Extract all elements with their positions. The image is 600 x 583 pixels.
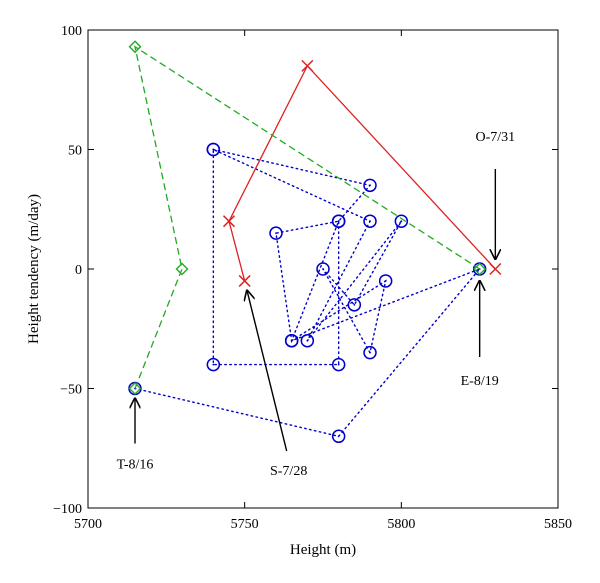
data-point-circle [284,333,299,348]
y-tick-label: 0 [75,263,82,278]
data-point-circle [363,178,377,193]
data-point-diamond [473,262,487,276]
data-point-circle [269,226,283,240]
x-tick-label: 5800 [387,517,415,532]
y-axis-title: Height tendency (m/day) [26,194,42,344]
data-point-center [384,280,387,282]
x-tick-label: 5700 [74,517,102,532]
series-line [134,148,482,438]
data-point-circle [347,298,362,312]
data-point-center [369,220,371,223]
data-point-circle [300,333,315,348]
data-point-circle [331,214,346,228]
data-point-center [212,363,215,366]
data-point-center [306,339,309,342]
data-point-x [222,215,236,228]
y-tick-label: 100 [61,24,82,39]
y-tick-label: 50 [68,144,82,159]
data-point-center [322,268,324,270]
data-point-center [400,220,403,223]
data-point-circle [394,214,409,228]
series-line [134,45,481,389]
series-line [228,64,496,282]
data-point-center [337,220,340,223]
data-point-circle [331,357,346,372]
data-point-center [337,363,340,366]
data-point-center [353,303,356,306]
annotations-group: O-7/31 E-8/19 S-7/28 T-8/16 [117,130,516,479]
annotation-label: O-7/31 [475,130,515,145]
data-point-x [301,59,314,72]
x-axis-title: Height (m) [290,542,356,558]
series-group [128,40,502,444]
data-point-center [337,435,340,438]
x-tick-label: 5850 [544,517,572,532]
annotation-label: T-8/16 [117,458,154,473]
annotation-label: E-8/19 [461,374,499,389]
data-point-center [369,351,371,354]
data-point-circle [331,429,346,444]
annotation-label: S-7/28 [270,464,307,479]
data-point-circle [363,214,377,228]
data-point-center [275,232,277,235]
data-point-circle [363,345,377,360]
x-tick-label: 5750 [231,517,259,532]
axis-ticks-group: 5700 5750 5800 5850 −100 −50 0 50 100 [53,24,572,532]
data-point-circle [316,262,330,276]
data-point-diamond [128,40,142,54]
data-point-center [212,148,215,151]
y-tick-label: −50 [60,383,82,398]
annotation-arrow [247,291,288,452]
data-point-circle [378,274,393,288]
y-tick-label: −100 [53,502,82,517]
data-point-circle [206,357,221,372]
data-point-x [238,274,251,287]
data-point-center [369,184,371,187]
data-point-center [290,339,293,342]
data-point-circle [206,142,221,157]
data-point-diamond [128,382,142,395]
data-point-diamond [175,262,189,276]
data-point-x [489,262,502,276]
